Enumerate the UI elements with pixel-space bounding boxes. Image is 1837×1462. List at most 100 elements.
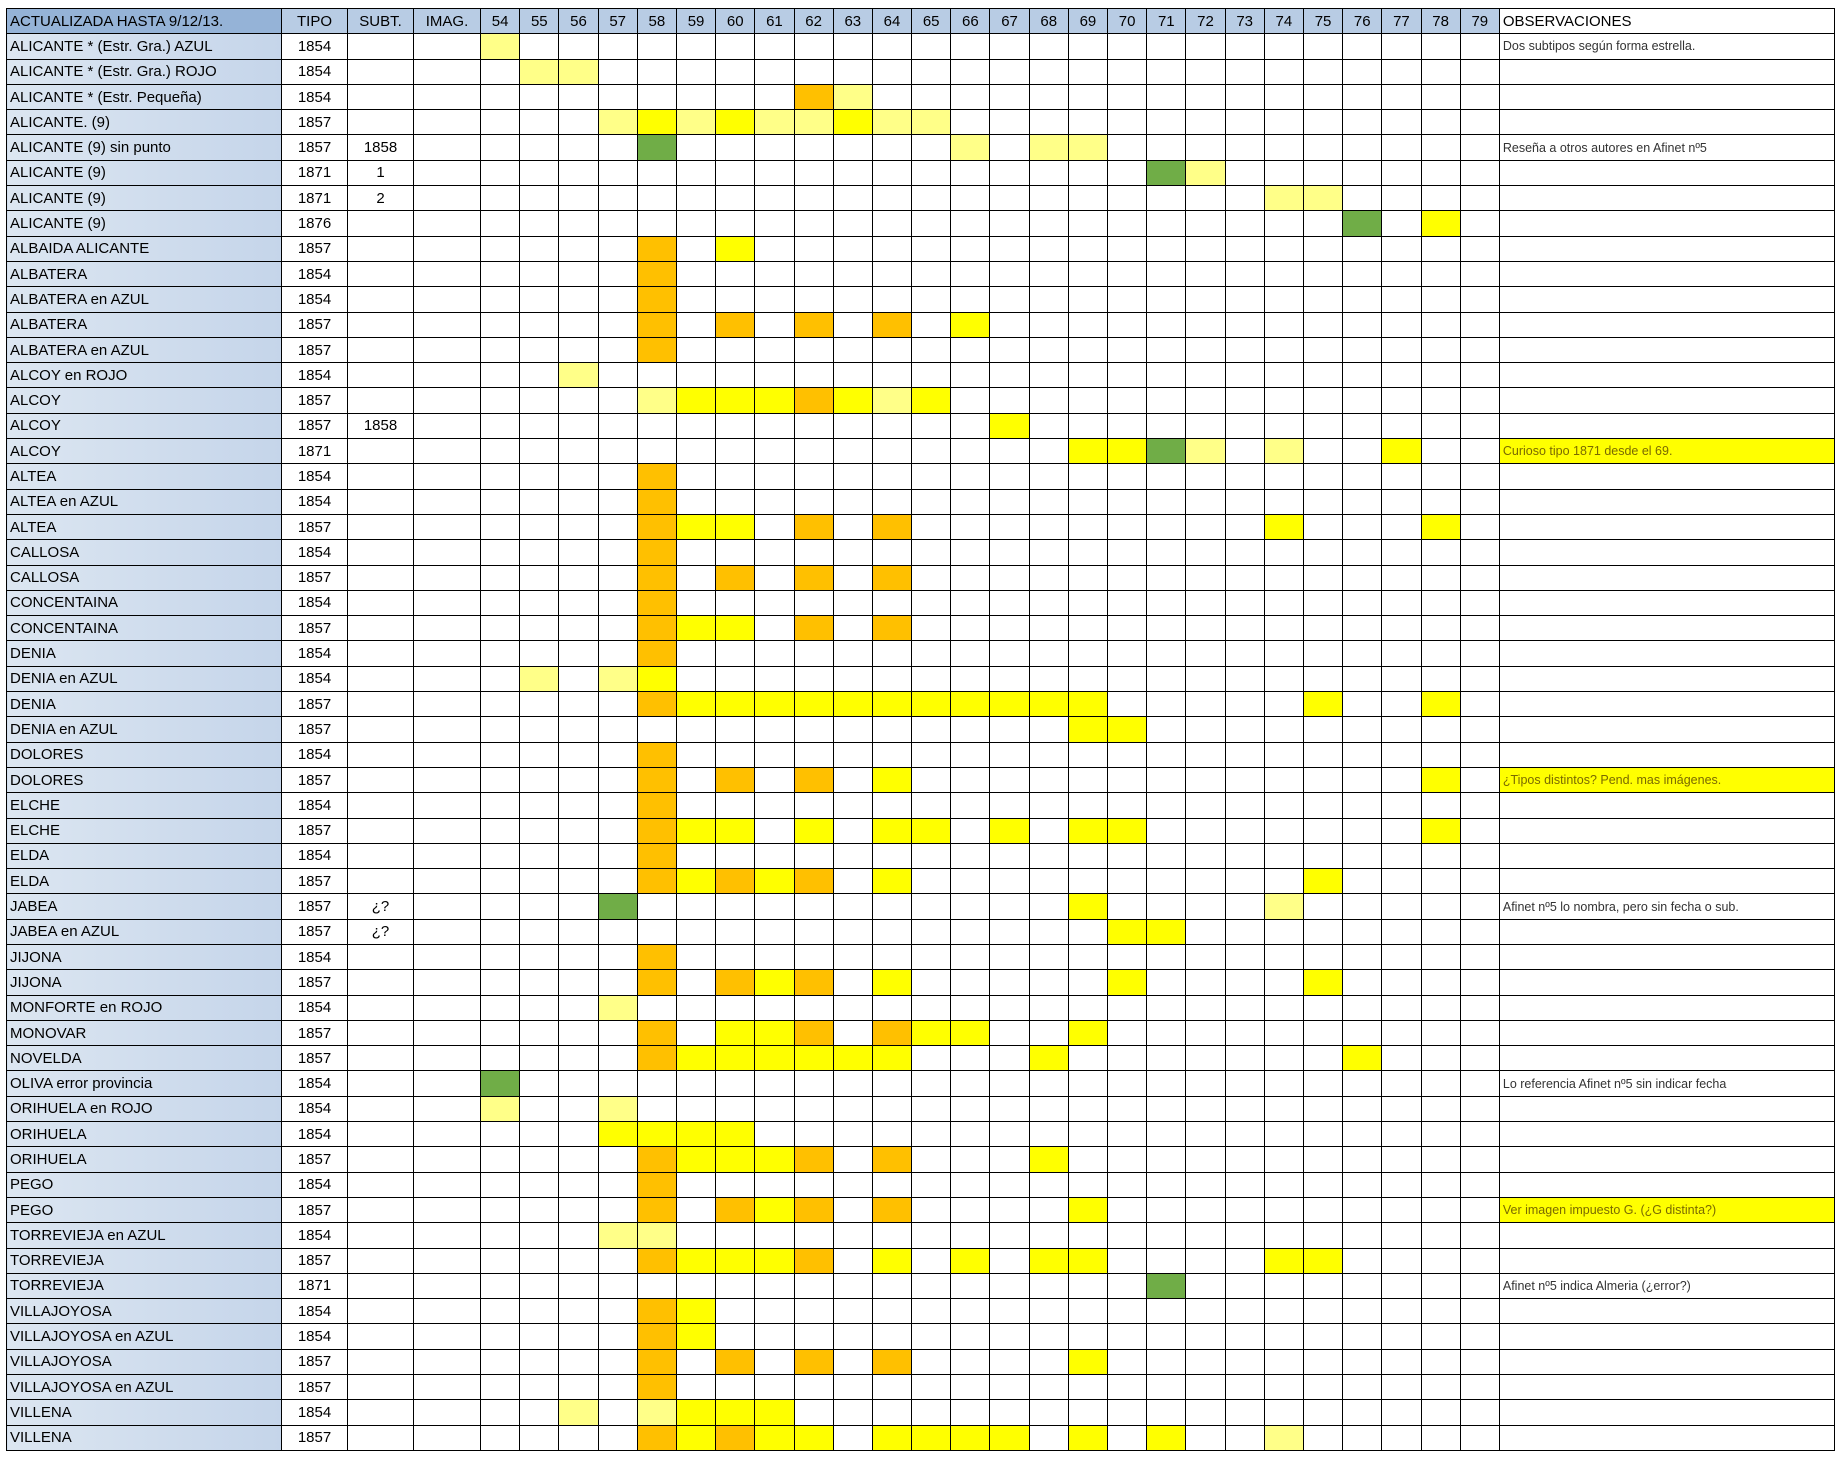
row-tipo: 1857 (281, 336, 348, 364)
year-cell-77-marked (1381, 438, 1422, 465)
year-cell-57-marked (597, 1222, 638, 1249)
year-cell-76 (1342, 1323, 1383, 1350)
row-tipo: 1857 (281, 235, 348, 262)
year-cell-59 (675, 412, 717, 440)
year-cell-68 (1028, 1121, 1069, 1148)
year-cell-78 (1420, 1399, 1461, 1426)
year-cell-71 (1146, 969, 1187, 996)
row-tipo: 1854 (281, 539, 348, 566)
year-cell-58-marked (636, 1121, 677, 1148)
year-cell-58-marked (636, 1399, 677, 1426)
year-cell-64 (871, 134, 913, 161)
year-cell-63 (832, 943, 873, 971)
year-cell-75 (1302, 463, 1344, 490)
year-cell-54 (479, 640, 521, 667)
row-observaciones: Lo referencia Afinet nº5 sin indicar fec… (1498, 1070, 1835, 1097)
row-imag (413, 741, 481, 768)
table-row: DOLORES 1857 ¿Tipos distintos? Pend. mas i… (6, 766, 1835, 794)
year-cell-77 (1381, 1171, 1422, 1198)
row-name: VILLAJOYOSA (6, 1298, 282, 1325)
year-cell-69 (1067, 994, 1109, 1021)
year-cell-65-marked (911, 109, 952, 136)
year-cell-57 (597, 260, 638, 288)
year-cell-76 (1342, 1171, 1383, 1198)
row-name: DENIA (6, 691, 282, 718)
year-cell-67 (989, 488, 1030, 515)
year-cell-62 (793, 1298, 834, 1325)
year-cell-61 (754, 943, 795, 971)
year-cell-63 (832, 1298, 873, 1325)
year-cell-63 (832, 1348, 873, 1376)
year-cell-66-marked (950, 1424, 991, 1451)
year-cell-63-marked (832, 387, 873, 414)
year-cell-54 (479, 463, 521, 490)
year-cell-59 (675, 134, 717, 161)
year-cell-61 (754, 1323, 795, 1350)
row-subt (347, 1323, 414, 1350)
year-cell-73 (1224, 513, 1265, 541)
year-cell-68-marked (1028, 1146, 1069, 1173)
year-cell-70 (1106, 336, 1148, 364)
year-cell-76 (1342, 842, 1383, 870)
row-subt (347, 564, 414, 591)
year-cell-60 (715, 1323, 756, 1350)
row-observaciones: Afinet nº5 lo nombra, pero sin fecha o s… (1498, 893, 1835, 920)
year-cell-79 (1459, 438, 1500, 465)
year-cell-58-marked (636, 589, 677, 617)
year-cell-57 (597, 766, 638, 794)
year-cell-77 (1381, 235, 1422, 262)
year-cell-79 (1459, 58, 1500, 85)
year-cell-69 (1067, 1399, 1109, 1426)
year-cell-76 (1342, 716, 1383, 743)
year-cell-73 (1224, 665, 1265, 693)
year-cell-68 (1028, 387, 1069, 414)
year-cell-67 (989, 615, 1030, 642)
year-cell-69 (1067, 311, 1109, 338)
year-cell-78-marked (1420, 210, 1461, 237)
row-name: ALICANTE. (9) (6, 109, 282, 136)
year-cell-59 (675, 488, 717, 515)
year-cell-78 (1420, 185, 1461, 212)
row-imag (413, 463, 481, 490)
row-subt (347, 1121, 414, 1148)
header-year-62: 62 (793, 7, 834, 35)
year-cell-74 (1263, 792, 1304, 819)
year-cell-60 (715, 665, 756, 693)
year-cell-78-marked (1420, 513, 1461, 541)
row-observaciones (1498, 589, 1835, 617)
year-cell-62 (793, 260, 834, 288)
year-cell-67 (989, 362, 1030, 389)
year-cell-64 (871, 1272, 913, 1300)
year-cell-57 (597, 716, 638, 743)
year-cell-58-marked (636, 109, 677, 136)
year-cell-72-marked (1185, 438, 1226, 465)
year-cell-68 (1028, 58, 1069, 85)
year-cell-66 (950, 918, 991, 945)
year-cell-55 (519, 539, 560, 566)
year-cell-69-marked (1067, 1196, 1109, 1224)
year-cell-72 (1185, 868, 1226, 895)
year-cell-54 (479, 1171, 521, 1198)
year-cell-65 (911, 615, 952, 642)
row-subt: 1 (347, 159, 414, 187)
year-cell-79 (1459, 893, 1500, 920)
year-cell-69 (1067, 260, 1109, 288)
year-cell-60-marked (715, 235, 756, 262)
year-cell-74 (1263, 235, 1304, 262)
year-cell-63 (832, 1095, 873, 1123)
year-cell-66 (950, 766, 991, 794)
year-cell-65-marked (911, 817, 952, 844)
row-imag (413, 83, 481, 111)
row-tipo: 1857 (281, 969, 348, 996)
row-imag (413, 1399, 481, 1426)
year-cell-67 (989, 33, 1030, 60)
year-cell-56 (558, 615, 599, 642)
year-cell-56 (558, 1019, 599, 1047)
year-cell-57 (597, 210, 638, 237)
year-cell-68 (1028, 741, 1069, 768)
year-cell-62-marked (793, 969, 834, 996)
year-cell-79 (1459, 842, 1500, 870)
row-tipo: 1854 (281, 58, 348, 85)
year-cell-67 (989, 438, 1030, 465)
year-cell-55 (519, 1399, 560, 1426)
